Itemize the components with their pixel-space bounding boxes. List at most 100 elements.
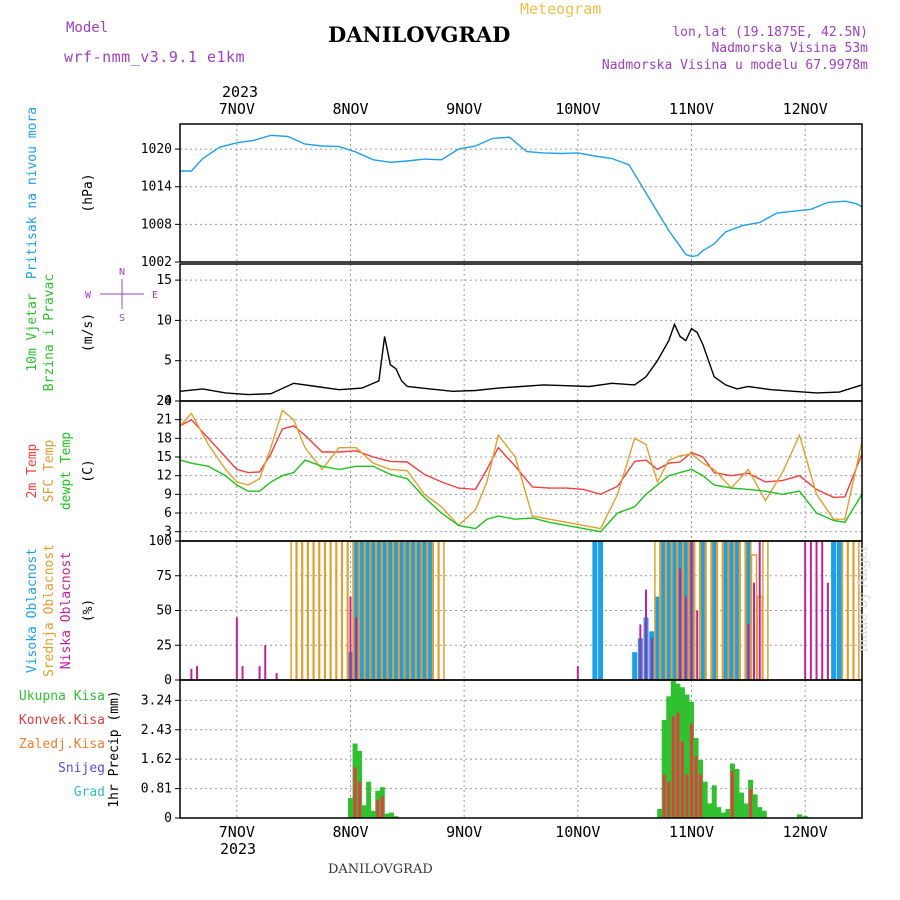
bar-clouds-0 <box>632 652 638 680</box>
bottom-year-label: 2023 <box>220 840 256 858</box>
bar-precip-0 <box>666 696 672 818</box>
bar-clouds-2 <box>690 541 693 680</box>
meteogram-title: Meteogram <box>520 0 602 18</box>
axis-label-clouds-3: (%) <box>81 599 96 622</box>
series-line-temperature-1 <box>179 409 863 530</box>
y-tick-label: 6 <box>164 506 172 521</box>
top-day-label: 11NOV <box>669 100 714 118</box>
axis-label-wind-0: 10m Vjetar <box>25 293 40 371</box>
y-tick-label: 21 <box>156 413 172 428</box>
bar-clouds-2 <box>645 589 648 680</box>
bar-clouds-2 <box>804 541 807 680</box>
y-tick-label: 1002 <box>141 255 172 270</box>
top-day-label: 12NOV <box>783 100 828 118</box>
top-day-label: 8NOV <box>332 100 368 118</box>
bar-clouds-2 <box>355 617 358 680</box>
bar-clouds-2 <box>821 541 824 680</box>
bar-clouds-0 <box>723 541 729 680</box>
bar-clouds-1 <box>841 540 849 681</box>
y-tick-label: 0 <box>164 394 172 409</box>
y-tick-label: 1014 <box>141 180 172 195</box>
bar-clouds-2 <box>809 541 812 680</box>
bar-precip-0 <box>388 812 394 818</box>
legend-entry: Ukupna Kisa <box>19 689 105 704</box>
bar-clouds-2 <box>639 624 642 680</box>
bar-clouds-2 <box>815 541 818 680</box>
bar-clouds-2 <box>696 610 699 680</box>
bar-clouds-1 <box>324 540 332 681</box>
series-line-wind-0 <box>179 322 863 396</box>
y-tick-label: 100 <box>149 534 172 549</box>
lines-layer <box>179 134 863 533</box>
bar-clouds-2 <box>275 673 278 680</box>
bar-precip-1 <box>685 774 689 818</box>
bar-clouds-0 <box>427 541 433 680</box>
axis-label-temperature-0: 2m Temp <box>25 443 40 498</box>
bar-precip-1 <box>680 741 684 818</box>
y-tick-label: 1008 <box>141 217 172 232</box>
y-tick-label: 10 <box>156 313 172 328</box>
bar-clouds-0 <box>671 541 677 680</box>
y-tick-label: 1.62 <box>141 752 172 767</box>
bar-clouds-1 <box>716 540 724 681</box>
bar-precip-1 <box>662 774 666 818</box>
bar-clouds-2 <box>747 624 750 680</box>
y-tick-label: 15 <box>156 450 172 465</box>
bar-precip-0 <box>702 781 708 818</box>
bar-clouds-2 <box>679 568 682 680</box>
bar-clouds-0 <box>836 541 842 680</box>
axis-label-pressure-0: Pritisak na nivou mora <box>25 107 40 279</box>
compass-e: E <box>152 290 158 301</box>
bar-clouds-2 <box>684 596 687 680</box>
axis-label-pressure-1: (hPa) <box>81 173 96 212</box>
y-tick-label: 2.43 <box>141 723 172 738</box>
bar-precip-0 <box>720 812 726 818</box>
legend-entry: Zaledj.Kisa <box>19 737 105 752</box>
bar-precip-0 <box>684 694 690 818</box>
panel-frame-wind <box>179 263 863 402</box>
y-tick-label: 24 <box>156 394 172 409</box>
bar-clouds-0 <box>416 541 422 680</box>
bar-clouds-0 <box>399 541 405 680</box>
bar-precip-1 <box>690 723 693 818</box>
bar-precip-1 <box>358 781 362 818</box>
bar-precip-0 <box>757 807 763 818</box>
bar-clouds-1 <box>739 540 746 681</box>
bar-precip-0 <box>661 719 667 818</box>
bar-precip-0 <box>739 792 745 818</box>
station-title: DANILOVGRAD <box>328 22 511 47</box>
bar-clouds-0 <box>831 541 837 680</box>
model-label: Model <box>66 20 109 36</box>
y-tick-label: 0 <box>164 811 172 826</box>
model-elevation-label: Nadmorska Visina u modelu 67.9978m <box>601 58 868 73</box>
bar-precip-1 <box>699 774 703 818</box>
bar-clouds-2 <box>241 666 244 680</box>
y-tick-label: 9 <box>164 487 172 502</box>
bar-clouds-0 <box>745 541 751 680</box>
bar-clouds-0 <box>410 541 416 680</box>
bar-clouds-0 <box>666 541 672 680</box>
bottom-day-label: 11NOV <box>669 823 714 841</box>
bar-precip-0 <box>761 810 767 818</box>
axis-label-wind-1: Brzina i Pravac <box>42 274 57 391</box>
bottom-day-label: 9NOV <box>446 823 482 841</box>
bar-precip-1 <box>671 716 675 818</box>
bar-precip-1 <box>694 756 698 818</box>
y-tick-label: 3.24 <box>141 693 172 708</box>
bar-clouds-0 <box>387 541 393 680</box>
bar-clouds-0 <box>359 541 365 680</box>
series-line-temperature-0 <box>179 418 863 499</box>
bar-clouds-2 <box>753 582 756 680</box>
bar-clouds-1 <box>335 540 343 681</box>
bar-precip-0 <box>370 810 376 818</box>
bar-precip-1 <box>667 781 671 818</box>
text-layer: 1002 1008 1014 1020 Pritisak na nivou mora (h… <box>19 83 828 858</box>
y-tick-label: 50 <box>156 604 172 619</box>
axis-label-wind-2: (m/s) <box>81 313 96 352</box>
bottom-day-label: 12NOV <box>783 823 828 841</box>
bar-precip-1 <box>380 796 384 818</box>
bar-clouds-2 <box>190 668 193 680</box>
bar-clouds-0 <box>654 596 660 680</box>
panel-frame-temperature <box>179 400 863 542</box>
